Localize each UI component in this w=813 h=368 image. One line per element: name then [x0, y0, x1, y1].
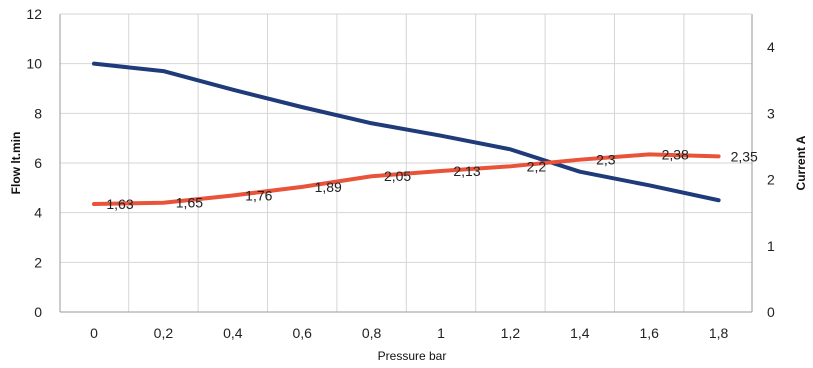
y-tick-label: 0	[34, 304, 42, 320]
x-tick-label: 0,8	[362, 325, 382, 341]
axes	[59, 13, 753, 313]
y2-axis-ticks: 0 1 2 3 4	[767, 39, 775, 320]
grid	[60, 13, 752, 312]
x-tick-label: 1,4	[570, 325, 590, 341]
y-tick-label: 4	[34, 205, 42, 221]
y2-tick-label: 3	[767, 105, 775, 121]
x-axis-ticks: 0 0,2 0,4 0,6 0,8 1 1,2 1,4 1,6 1,8	[90, 325, 728, 341]
x-tick-label: 1,2	[501, 325, 521, 341]
data-label: 2,38	[662, 146, 689, 162]
y-tick-label: 8	[34, 105, 42, 121]
data-label: 2,35	[731, 148, 758, 164]
data-label: 1,65	[176, 195, 203, 211]
y2-axis-title: Current A	[794, 135, 808, 190]
data-label: 1,76	[245, 187, 272, 203]
x-tick-label: 1	[437, 325, 445, 341]
data-label: 2,2	[527, 158, 547, 174]
x-tick-label: 0,2	[154, 325, 174, 341]
y-tick-label: 2	[34, 254, 42, 270]
x-tick-label: 0	[90, 325, 98, 341]
y-tick-label: 6	[34, 155, 42, 171]
data-label: 2,05	[384, 168, 411, 184]
y-tick-label: 10	[26, 56, 42, 72]
x-tick-label: 1,8	[709, 325, 729, 341]
flow-series-line	[92, 61, 721, 203]
y-axis-title: Flow lt.min	[9, 132, 23, 195]
x-tick-label: 0,4	[223, 325, 243, 341]
data-label: 2,3	[596, 152, 616, 168]
x-tick-label: 1,6	[639, 325, 659, 341]
y2-tick-label: 4	[767, 39, 775, 55]
x-tick-label: 0,6	[292, 325, 312, 341]
y-axis-ticks: 0 2 4 6 8 10 12	[26, 6, 42, 320]
y2-tick-label: 2	[767, 172, 775, 188]
x-axis-title: Pressure bar	[378, 349, 447, 363]
y2-tick-label: 1	[767, 238, 775, 254]
data-labels: 1,63 1,65 1,76 1,89 2,05 2,13 2,2 2,3 2,38 2,35	[106, 146, 758, 212]
y-tick-label: 12	[26, 6, 42, 22]
data-label: 1,89	[315, 179, 342, 195]
y2-tick-label: 0	[767, 304, 775, 320]
series-lines	[92, 61, 721, 207]
data-label: 2,13	[453, 163, 480, 179]
current-series-line	[92, 152, 721, 207]
data-label: 1,63	[106, 196, 133, 212]
